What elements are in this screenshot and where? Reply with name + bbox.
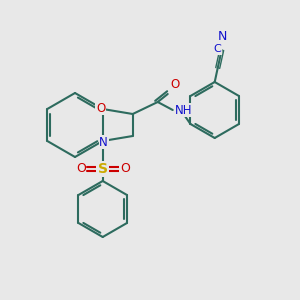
Text: O: O	[76, 163, 86, 176]
Text: O: O	[171, 78, 180, 91]
Text: S: S	[98, 162, 108, 176]
Text: O: O	[96, 101, 105, 115]
Text: N: N	[218, 30, 227, 43]
Text: O: O	[120, 163, 130, 176]
Text: N: N	[99, 136, 108, 148]
Text: NH: NH	[175, 103, 192, 116]
Text: C: C	[214, 44, 222, 54]
